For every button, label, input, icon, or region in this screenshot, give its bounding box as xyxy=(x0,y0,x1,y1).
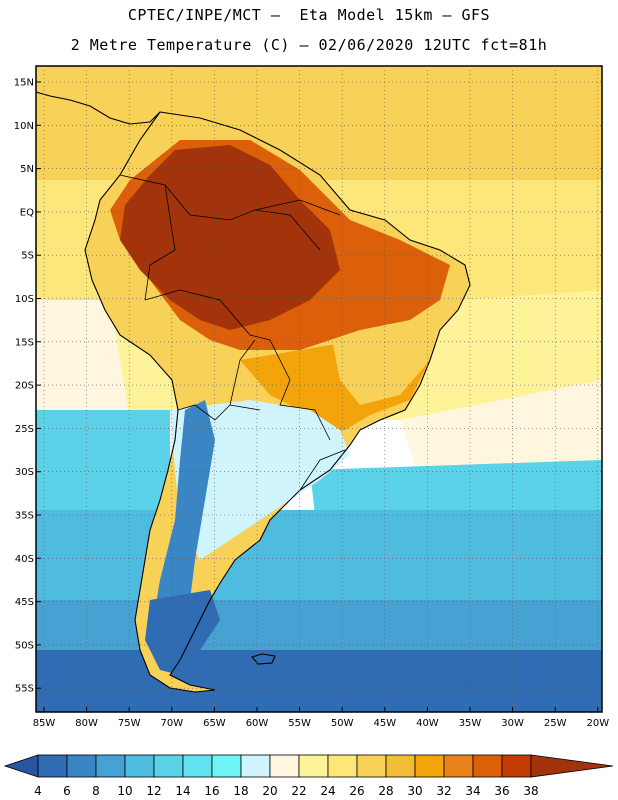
map-subtitle: 2 Metre Temperature (C) – 02/06/2020 12U… xyxy=(70,36,548,54)
longitude-label: 50W xyxy=(331,718,354,729)
colorbar-cell xyxy=(37,754,68,778)
longitude-labels: 85W 80W 75W 70W 65W 60W 55W 50W 45W 40W 35W 30W 25W 2… xyxy=(33,707,609,729)
colorbar-cell xyxy=(385,754,416,778)
colorbar-cell xyxy=(240,754,271,778)
longitude-label: 55W xyxy=(288,718,311,729)
latitude-labels: 15N 10N 5N EQ 5S 10S 15S 20S 25S 30S 35S 40S 45S 50S 5… xyxy=(14,78,41,695)
central-america-landmass xyxy=(36,66,160,124)
colorbar-cell xyxy=(124,754,155,778)
latitude-label: 25S xyxy=(15,424,34,435)
colorbar-label: 4 xyxy=(34,784,42,798)
latitude-label: 50S xyxy=(15,640,34,651)
latitude-label: 5N xyxy=(20,164,34,175)
ocean-band-north xyxy=(36,66,602,186)
colorbar-cell xyxy=(472,754,503,778)
latitude-label: 10S xyxy=(15,294,34,305)
map-title: CPTEC/INPE/MCT – Eta Model 15km – GFS xyxy=(127,6,491,24)
longitude-label: 45W xyxy=(373,718,396,729)
latitude-label: 15S xyxy=(15,337,34,348)
longitude-label: 30W xyxy=(501,718,524,729)
colorbar-right-arrow xyxy=(530,754,614,778)
longitude-label: 65W xyxy=(203,718,226,729)
latitude-label: 40S xyxy=(15,554,34,565)
latitude-label: 10N xyxy=(14,121,34,132)
colorbar-label: 18 xyxy=(233,784,248,798)
colorbar-cell xyxy=(182,754,213,778)
map-content xyxy=(36,66,602,712)
colorbar-cell xyxy=(298,754,329,778)
colorbar-cell xyxy=(95,754,126,778)
colorbar-cell xyxy=(414,754,445,778)
colorbar-label: 8 xyxy=(92,784,100,798)
colorbar-label: 34 xyxy=(465,784,480,798)
colorbar-label: 36 xyxy=(494,784,509,798)
ocean-band-warm-cream xyxy=(36,300,602,480)
country-borders xyxy=(119,174,346,491)
colorbar-label: 20 xyxy=(262,784,277,798)
colorbar-left-arrow xyxy=(3,754,39,778)
map-frame xyxy=(35,65,603,713)
colorbar-cell xyxy=(153,754,184,778)
colorbar-label: 24 xyxy=(320,784,335,798)
colorbar-label: 22 xyxy=(291,784,306,798)
colorbar-label: 12 xyxy=(146,784,161,798)
longitude-label: 25W xyxy=(544,718,567,729)
colorbar-label: 28 xyxy=(378,784,393,798)
andes-cold-region xyxy=(150,400,215,660)
longitude-label: 75W xyxy=(118,718,141,729)
falkland-islands xyxy=(252,654,275,664)
latitude-label: 15N xyxy=(14,78,34,89)
colorbar-cell xyxy=(356,754,387,778)
patagonia-cold-region xyxy=(145,590,220,675)
colorbar-labels: 4 6 8 10 12 14 16 18 20 22 24 26 28 30 32 34 36 38 xyxy=(34,784,538,798)
colorbar-cell xyxy=(269,754,300,778)
colorbar-label: 14 xyxy=(175,784,190,798)
latitude-label: 55S xyxy=(15,684,34,695)
colorbar-cell xyxy=(443,754,474,778)
colorbar-label: 32 xyxy=(436,784,451,798)
longitude-label: 80W xyxy=(75,718,98,729)
colorbar-cell xyxy=(66,754,97,778)
latitude-label: 30S xyxy=(15,467,34,478)
latitude-label: 5S xyxy=(21,251,34,262)
colorbar-label: 38 xyxy=(523,784,538,798)
ocean-band-southern-ocean xyxy=(36,650,602,712)
colorbar-label: 30 xyxy=(407,784,422,798)
latitude-label: 45S xyxy=(15,597,34,608)
colorbar-label: 6 xyxy=(63,784,71,798)
longitude-label: 60W xyxy=(246,718,269,729)
latitude-label: EQ xyxy=(20,207,34,218)
longitude-label: 20W xyxy=(586,718,609,729)
longitude-label: 85W xyxy=(33,718,56,729)
longitude-label: 40W xyxy=(416,718,439,729)
colorbar-label: 26 xyxy=(349,784,364,798)
longitude-label: 35W xyxy=(459,718,482,729)
longitude-label: 70W xyxy=(160,718,183,729)
colorbar-label: 16 xyxy=(204,784,219,798)
temperature-colorbar: 4 6 8 10 12 14 16 18 20 22 24 26 28 30 32 34 36 38 xyxy=(3,754,614,798)
colorbar-cell xyxy=(327,754,358,778)
latitude-label: 20S xyxy=(15,381,34,392)
colorbar-cell xyxy=(211,754,242,778)
colorbar-cell xyxy=(501,754,532,778)
colorbar-label: 10 xyxy=(117,784,132,798)
latitude-label: 35S xyxy=(15,511,34,522)
colorbar-cells xyxy=(37,754,532,778)
amazon-hottest-region xyxy=(120,145,340,330)
